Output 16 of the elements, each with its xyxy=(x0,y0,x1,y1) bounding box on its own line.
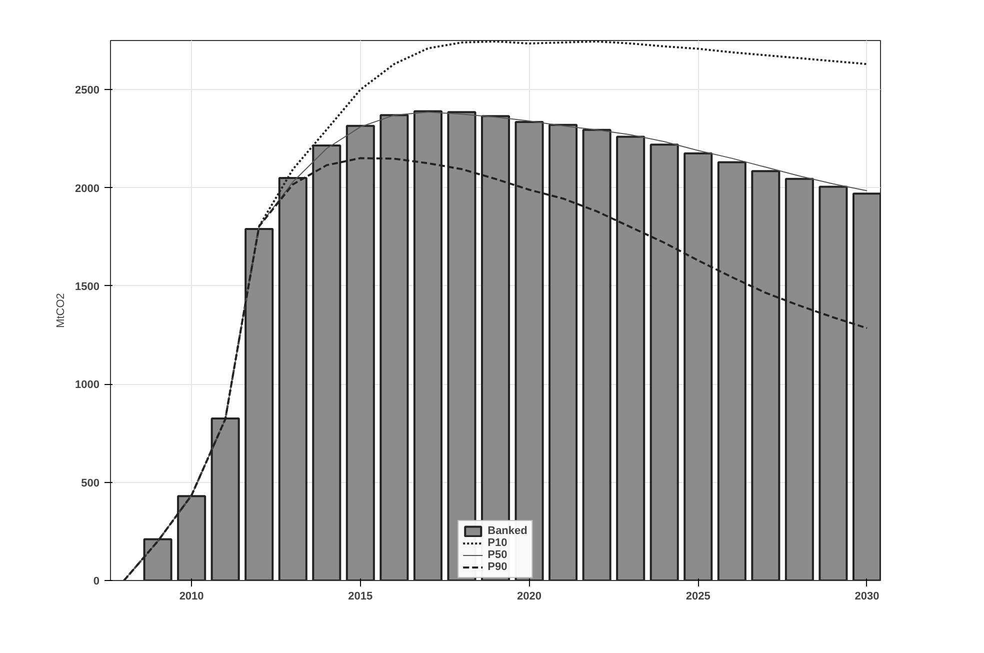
x-tick-label: 2010 xyxy=(179,590,204,602)
y-tick-label: 500 xyxy=(81,477,100,490)
x-tick-label: 2020 xyxy=(517,590,542,602)
y-axis-title: MtCO2 xyxy=(55,293,68,328)
legend-label: P90 xyxy=(488,561,508,573)
y-tick-label: 2000 xyxy=(75,182,100,195)
y-tick-label: 0 xyxy=(93,576,100,588)
legend-label: P10 xyxy=(488,537,508,549)
y-tick-label: 1500 xyxy=(75,280,100,293)
y-tick-label: 1000 xyxy=(75,379,100,392)
x-tick-label: 2025 xyxy=(686,590,710,602)
x-tick-label: 2030 xyxy=(854,590,880,602)
legend-label: Banked xyxy=(488,525,528,537)
y-tick-label: 2500 xyxy=(75,84,100,97)
legend-label: P50 xyxy=(488,549,508,561)
x-tick-label: 2015 xyxy=(348,590,373,602)
